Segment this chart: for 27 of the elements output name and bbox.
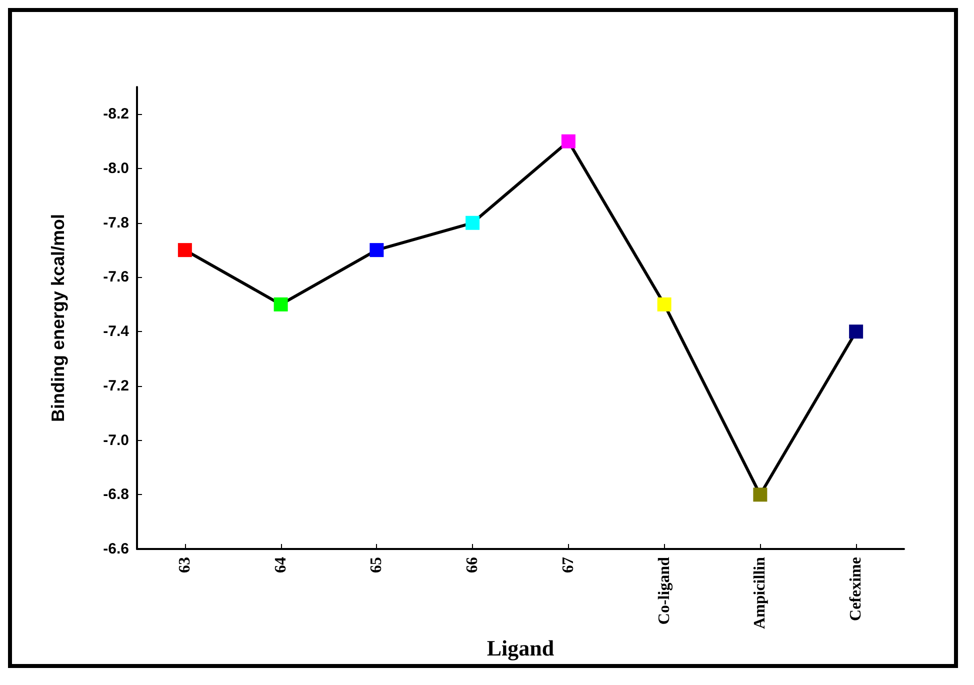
x-tick-label: Ampicillin	[752, 556, 769, 630]
x-tick-label: 66	[464, 557, 482, 573]
x-tick-label: 63	[176, 557, 194, 573]
point	[178, 243, 192, 258]
point	[657, 297, 672, 312]
point	[849, 324, 864, 339]
x-axis-title: Ligand	[486, 635, 554, 660]
x-tick-label: Cefexime	[848, 557, 865, 621]
point	[274, 297, 288, 312]
y-tick-label: -7.0	[103, 432, 129, 449]
point	[561, 134, 576, 148]
x-tick-label: 65	[368, 557, 386, 573]
y-tick-label: -7.6	[103, 268, 129, 286]
x-tick-label: 64	[272, 557, 290, 573]
x-tick-label: Co-ligand	[656, 556, 673, 625]
y-tick-label: -8.2	[103, 106, 129, 123]
point	[753, 488, 768, 502]
y-axis-title: Binding energy kcal/mol	[48, 214, 68, 422]
y-tick-label: -6.8	[103, 486, 129, 504]
y-tick-label: -7.4	[103, 323, 130, 340]
y-tick-label: -6.6	[103, 540, 129, 558]
x-tick-label: 67	[560, 557, 577, 573]
y-tick-label: -7.8	[103, 214, 129, 232]
y-tick-label: -8.0	[103, 160, 129, 178]
point	[466, 216, 480, 230]
point	[370, 243, 384, 258]
y-tick-label: -7.2	[103, 377, 129, 394]
